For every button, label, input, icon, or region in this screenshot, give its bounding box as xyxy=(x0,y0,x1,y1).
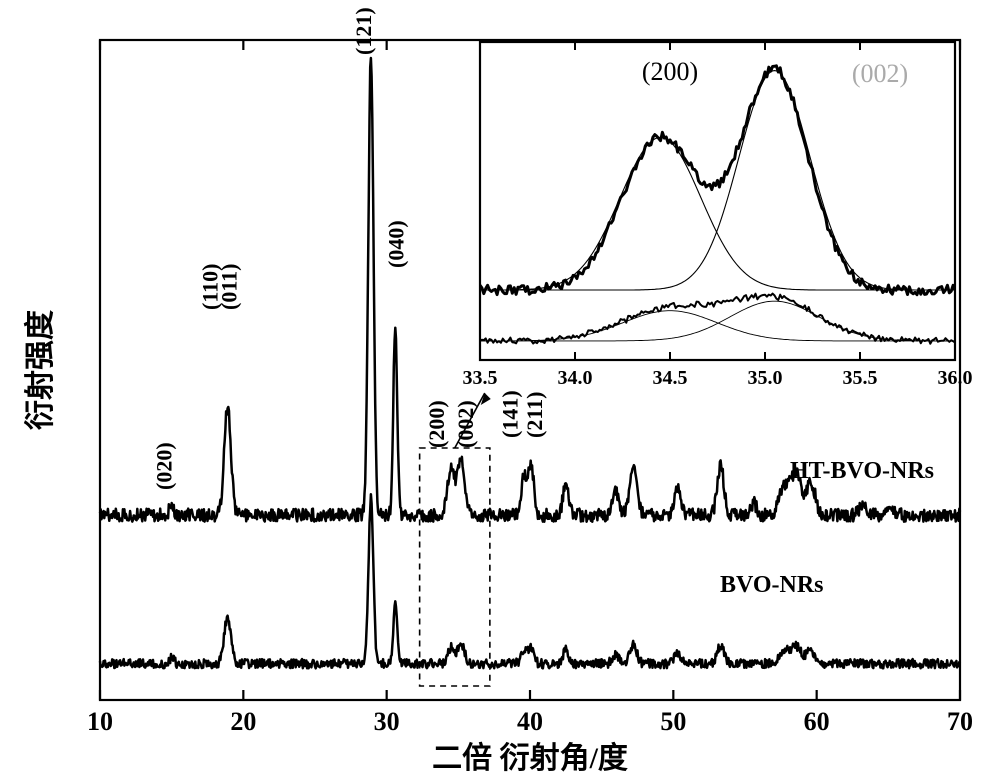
inset-peak-label: (200) xyxy=(642,57,698,86)
svg-text:33.5: 33.5 xyxy=(463,367,498,389)
sample-label: HT-BVO-NRs xyxy=(790,458,934,484)
chart-svg: 10203040506070二倍 衍射角/度衍射强度(020)(110)(011… xyxy=(0,0,1000,780)
svg-text:34.0: 34.0 xyxy=(558,367,593,389)
svg-text:50: 50 xyxy=(660,707,686,736)
xrd-trace-BVO-NRs xyxy=(100,494,960,668)
peak-label: (040) xyxy=(383,220,408,268)
svg-text:40: 40 xyxy=(517,707,543,736)
peak-label: (121) xyxy=(351,7,376,55)
peak-label: (141) xyxy=(497,390,522,438)
svg-text:36.0: 36.0 xyxy=(938,367,973,389)
y-axis-label: 衍射强度 xyxy=(24,310,57,430)
peak-label: (011) xyxy=(217,264,242,310)
peak-label: (211) xyxy=(522,392,547,438)
svg-text:20: 20 xyxy=(230,707,256,736)
svg-text:70: 70 xyxy=(947,707,973,736)
x-axis-label: 二倍 衍射角/度 xyxy=(432,741,628,775)
inset-peak-label: (002) xyxy=(852,59,908,88)
svg-text:30: 30 xyxy=(374,707,400,736)
peak-label: (020) xyxy=(152,442,177,490)
peak-label: (200) xyxy=(424,400,449,448)
svg-text:60: 60 xyxy=(804,707,830,736)
peak-label: (002) xyxy=(453,400,478,448)
xrd-chart: 10203040506070二倍 衍射角/度衍射强度(020)(110)(011… xyxy=(0,0,1000,780)
svg-text:35.0: 35.0 xyxy=(748,367,783,389)
sample-label: BVO-NRs xyxy=(720,572,824,598)
svg-text:10: 10 xyxy=(87,707,113,736)
svg-text:35.5: 35.5 xyxy=(843,367,878,389)
svg-text:34.5: 34.5 xyxy=(653,367,688,389)
